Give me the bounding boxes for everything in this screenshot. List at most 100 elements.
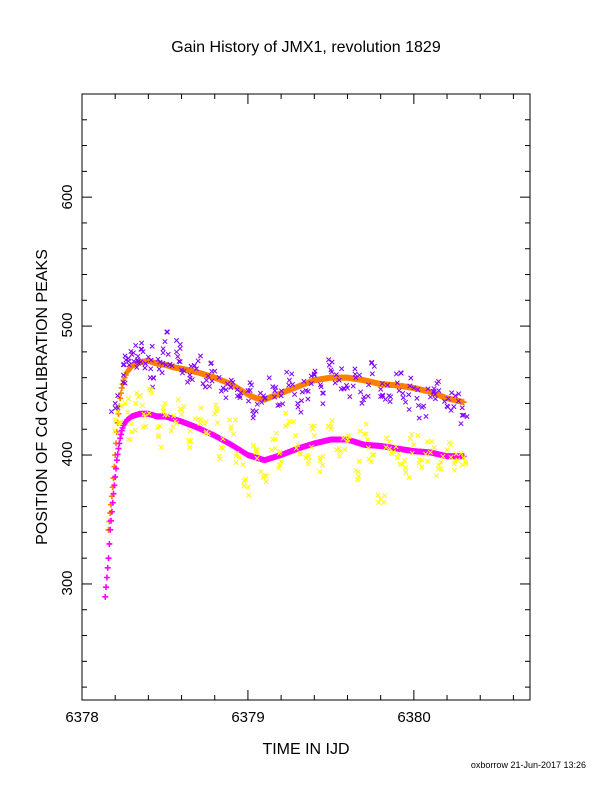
scatter-point — [269, 447, 275, 453]
trend-point — [103, 584, 110, 591]
scatter-point — [278, 458, 284, 465]
y-tick-label-600: 600 — [59, 184, 76, 209]
scatter-point — [114, 409, 120, 415]
scatter-point — [195, 358, 201, 364]
scatter-point — [424, 439, 430, 445]
scatter-point — [272, 445, 278, 451]
scatter-point — [308, 373, 314, 379]
scatter-point — [273, 384, 279, 390]
scatter-point — [357, 428, 363, 434]
scatter-point — [157, 359, 163, 365]
scatter-point — [137, 393, 144, 399]
scatter-point — [220, 436, 226, 442]
scatter-point — [276, 450, 282, 456]
scatter-point — [363, 431, 369, 437]
scatter-point — [142, 365, 148, 371]
scatter-point — [135, 353, 141, 359]
scatter-point — [386, 439, 392, 445]
scatter-point — [160, 405, 166, 411]
scatter-point — [311, 371, 317, 377]
scatter-point — [125, 436, 132, 442]
trend-point — [117, 435, 124, 442]
scatter-point — [320, 401, 326, 407]
scatter-point — [449, 390, 455, 396]
trend-point — [104, 564, 111, 571]
scatter-point — [366, 382, 372, 388]
scatter-point — [193, 366, 199, 372]
scatter-point — [168, 428, 174, 434]
scatter-point — [355, 473, 362, 479]
scatter-point — [176, 358, 182, 364]
scatter-point — [416, 415, 422, 421]
scatter-point — [228, 384, 234, 391]
scatter-point — [218, 388, 225, 394]
scatter-point — [283, 410, 289, 416]
scatter-point — [198, 405, 204, 411]
trend-point — [110, 490, 117, 497]
scatter-point — [346, 434, 352, 440]
scatter-point — [295, 404, 301, 410]
scatter-point — [337, 448, 343, 454]
scatter-point — [459, 412, 465, 418]
scatter-point — [284, 369, 290, 375]
scatter-point — [363, 421, 369, 427]
scatter-point — [345, 437, 351, 443]
scatter-point — [448, 442, 454, 448]
scatter-point — [451, 467, 457, 473]
scatter-point — [431, 386, 437, 392]
scatter-point — [241, 483, 247, 489]
scatter-point — [305, 388, 311, 394]
plot-frame — [81, 93, 531, 701]
scatter-point — [198, 417, 204, 423]
scatter-point — [241, 478, 247, 484]
scatter-point — [371, 363, 377, 369]
chart-title: Gain History of JMX1, revolution 1829 — [171, 39, 441, 56]
scatter-point — [237, 455, 243, 461]
x-tick-label-6380: 6380 — [397, 709, 430, 726]
scatter-point — [141, 411, 147, 417]
scatter-point — [156, 434, 162, 440]
scatter-point — [146, 410, 152, 416]
scatter-point — [458, 421, 464, 427]
scatter-point — [365, 393, 371, 399]
scatter-point — [359, 400, 365, 406]
scatter-point — [320, 462, 326, 468]
scatter-point — [213, 408, 219, 414]
scatter-point — [419, 464, 425, 470]
scatter-point — [411, 442, 417, 448]
scatter-point — [448, 454, 454, 460]
scatter-point — [163, 362, 169, 368]
scatter-point — [134, 390, 140, 396]
scatter-point — [179, 370, 185, 376]
scatter-point — [159, 370, 165, 376]
scatter-point — [126, 396, 132, 402]
scatter-point — [122, 380, 128, 386]
scatter-point — [223, 395, 229, 401]
trend-point — [460, 399, 467, 406]
scatter-point — [155, 356, 161, 362]
scatter-point — [277, 462, 283, 468]
scatter-point — [187, 444, 193, 451]
scatter-point — [130, 350, 136, 356]
scatter-point — [382, 396, 388, 402]
scatter-point — [461, 412, 467, 418]
scatter-point — [328, 423, 334, 430]
scatter-point — [171, 413, 177, 419]
scatter-point — [272, 436, 278, 442]
y-tick-label-400: 400 — [59, 441, 76, 466]
scatter-point — [432, 396, 438, 402]
scatter-point — [383, 444, 389, 450]
scatter-point — [451, 404, 457, 410]
scatter-point — [393, 371, 399, 377]
scatter-point — [247, 380, 253, 386]
trend-point — [113, 428, 120, 435]
scatter-point — [354, 476, 360, 482]
scatter-point — [237, 395, 243, 401]
scatter-point — [230, 379, 236, 385]
scatter-point — [427, 394, 433, 400]
scatter-point — [232, 417, 238, 423]
scatter-point — [148, 366, 154, 372]
scatter-point — [376, 499, 382, 506]
y-tick-labels: 300 400 500 600 — [59, 184, 76, 595]
scatter-point — [286, 418, 292, 425]
